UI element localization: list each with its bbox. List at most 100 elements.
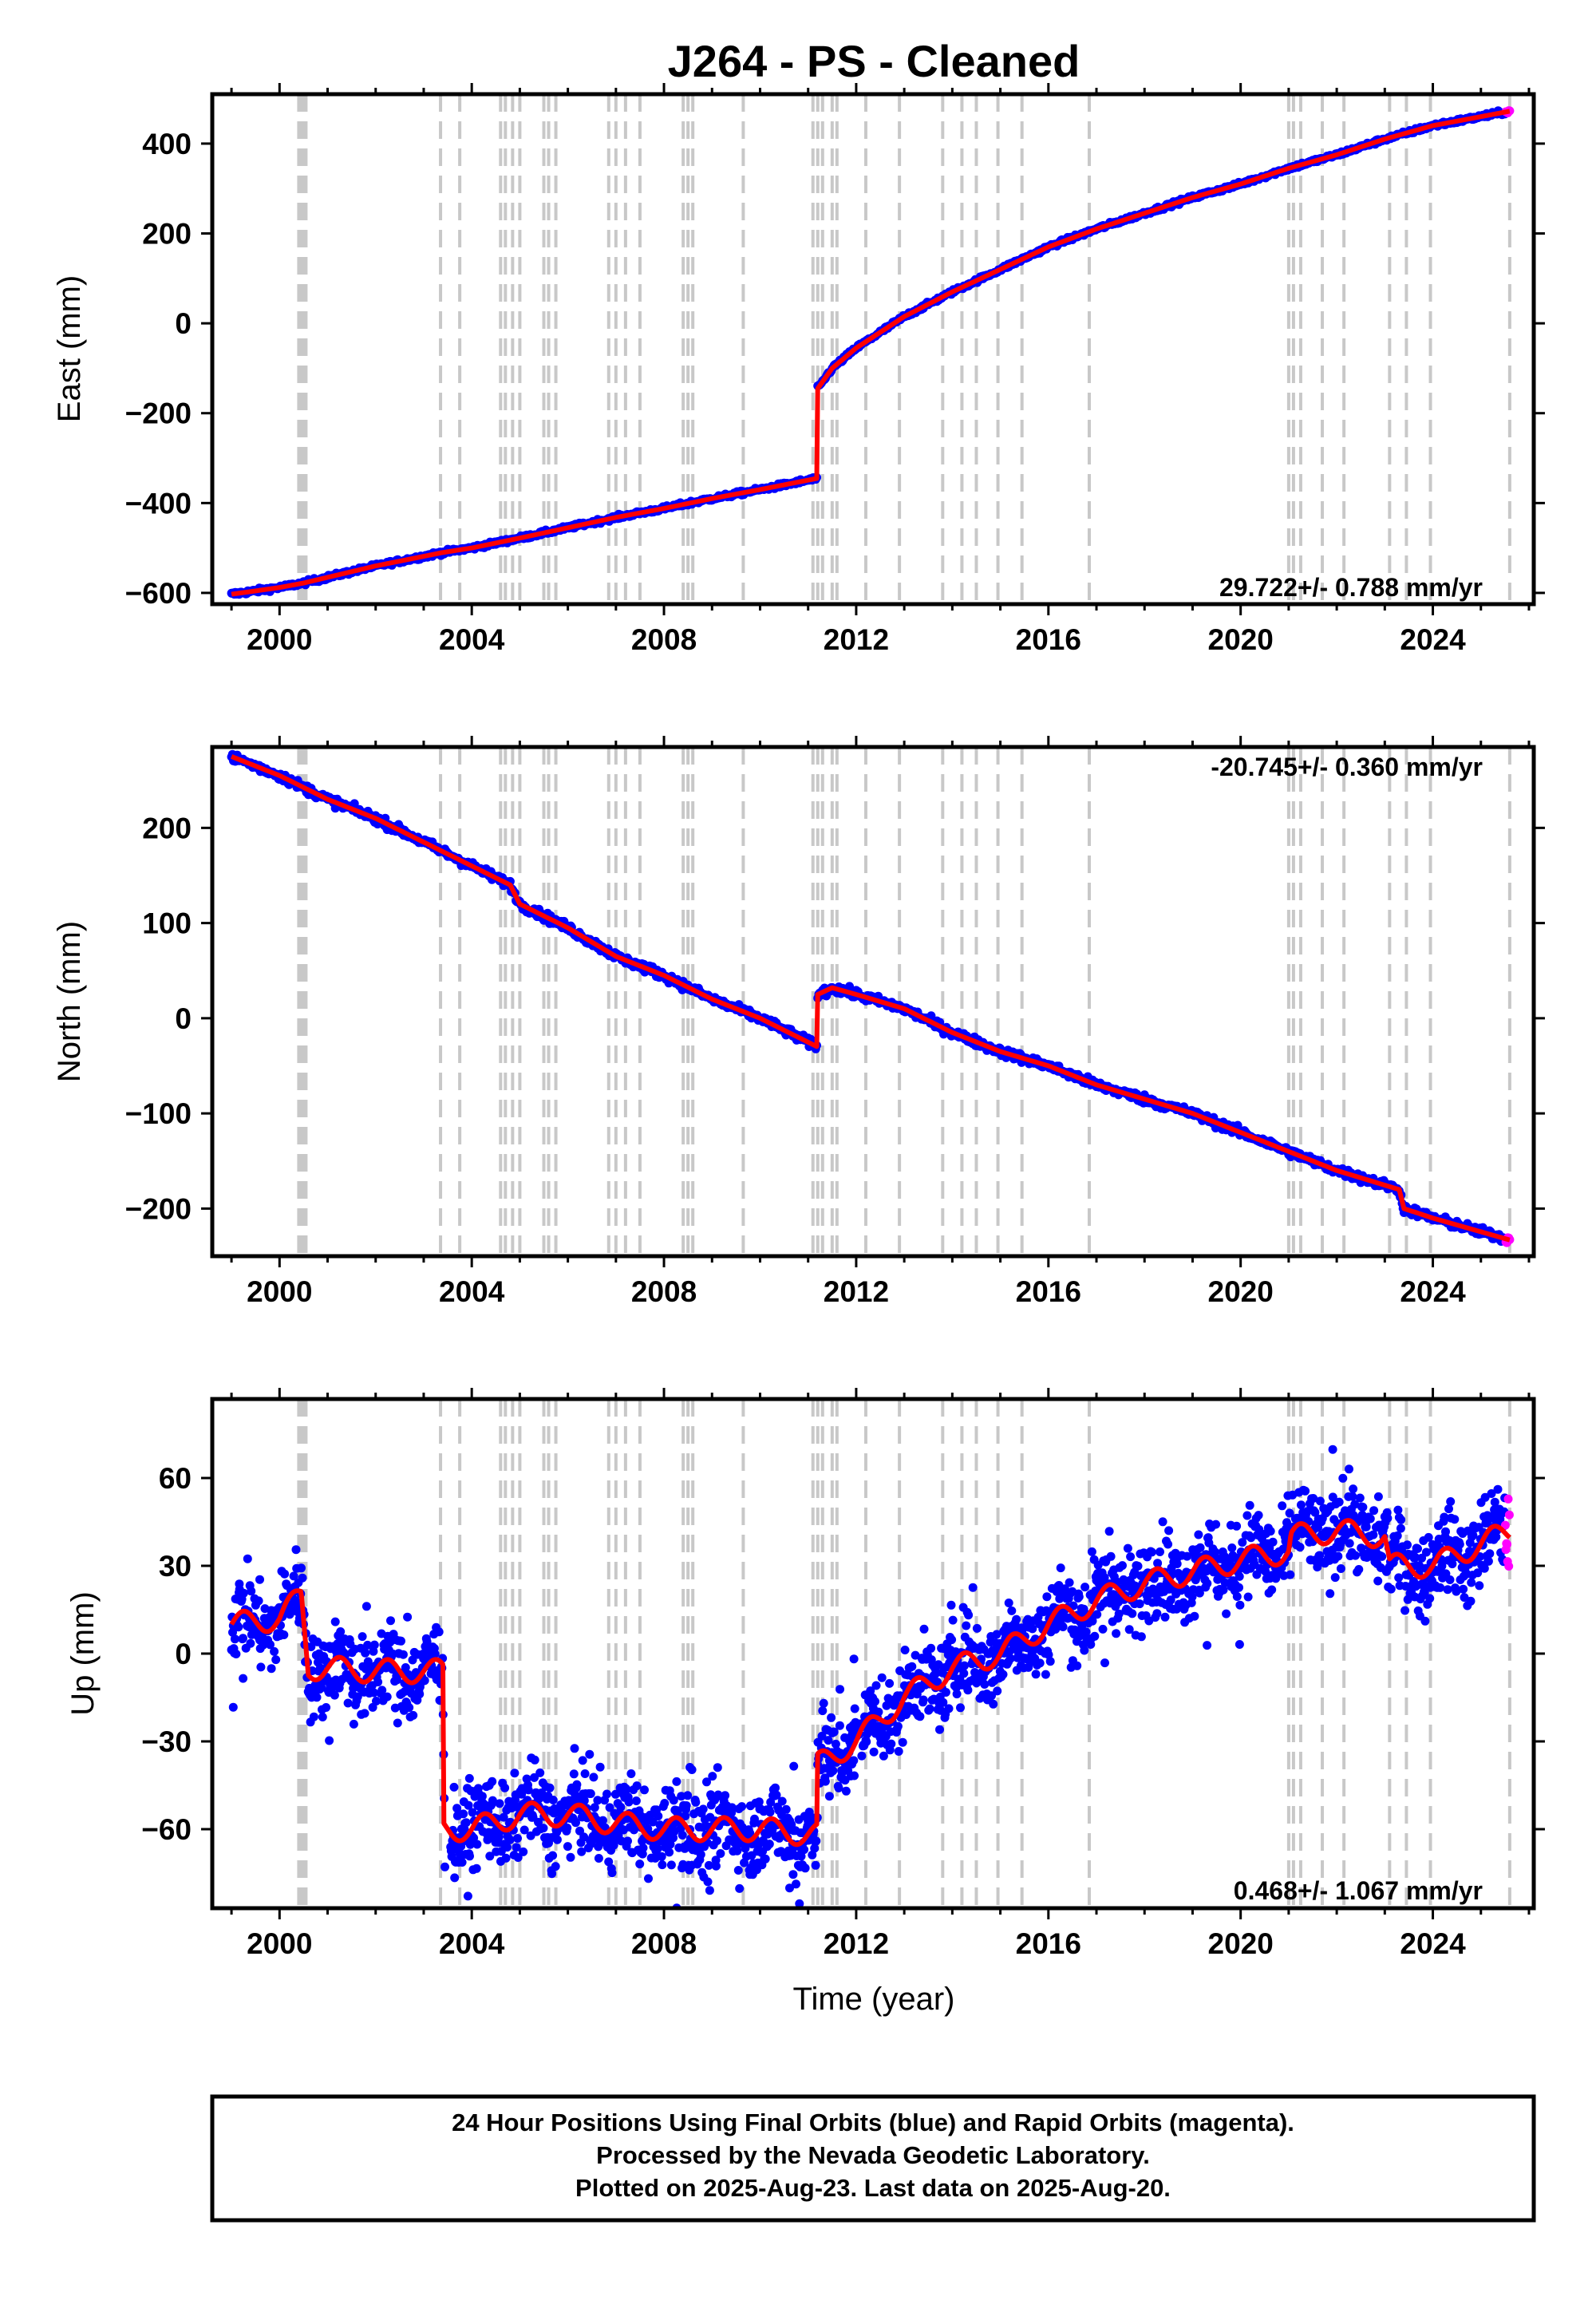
data-point (239, 1588, 248, 1598)
data-point (545, 1783, 555, 1792)
data-point (1330, 1573, 1340, 1583)
data-point (1235, 1571, 1244, 1581)
data-point (862, 1737, 871, 1746)
data-point (834, 1783, 843, 1792)
data-point (535, 1768, 545, 1777)
data-point (386, 1616, 395, 1626)
data-point (885, 1678, 895, 1688)
data-point (1348, 1492, 1357, 1501)
data-point (1245, 1500, 1254, 1510)
data-point (696, 1850, 705, 1860)
data-point (1007, 1606, 1017, 1615)
x-tick-label: 2024 (1400, 1275, 1466, 1308)
data-point (1358, 1503, 1368, 1512)
data-point (1333, 1551, 1343, 1561)
data-point (698, 1804, 708, 1814)
data-point (1090, 1631, 1100, 1641)
data-point (632, 1781, 642, 1791)
data-point (919, 1624, 929, 1634)
data-point (361, 1648, 370, 1658)
data-point (1354, 1565, 1364, 1574)
data-point (271, 1655, 281, 1665)
data-point (964, 1611, 974, 1620)
data-point (572, 1780, 582, 1789)
data-point (952, 1690, 962, 1699)
data-point (1106, 1551, 1116, 1561)
data-point (827, 1713, 836, 1722)
x-tick-label: 2008 (631, 623, 697, 656)
data-point (624, 1797, 634, 1807)
data-point (812, 1836, 821, 1846)
data-point (256, 1662, 266, 1672)
data-point (322, 1703, 331, 1712)
east-frame (210, 92, 1536, 607)
data-point (501, 1853, 511, 1863)
y-tick-label: −400 (125, 487, 192, 520)
data-point (488, 1777, 497, 1786)
x-tick-label: 2000 (247, 1275, 312, 1308)
data-point (450, 1873, 460, 1883)
data-point (594, 1854, 603, 1863)
data-point (1136, 1632, 1146, 1642)
x-tick-label: 2008 (631, 1275, 697, 1308)
data-point (703, 1877, 713, 1887)
data-point (513, 1834, 522, 1843)
data-point (552, 1835, 562, 1844)
data-point (505, 1835, 515, 1844)
data-point (360, 1709, 369, 1718)
data-point (1336, 1564, 1345, 1573)
data-point (900, 1646, 910, 1654)
data-point (631, 1796, 641, 1805)
data-point (850, 1704, 859, 1713)
data-point (230, 1634, 239, 1644)
data-point (1092, 1610, 1102, 1619)
data-point (894, 1747, 903, 1756)
data-point (1345, 1539, 1354, 1548)
data-point (397, 1636, 405, 1646)
data-point (644, 1874, 653, 1883)
chart-title: J264 - PS - Cleaned (668, 36, 1080, 86)
data-point (1194, 1530, 1203, 1539)
data-point (607, 1868, 617, 1878)
data-point (708, 1772, 717, 1781)
data-point (477, 1792, 487, 1801)
data-point (1373, 1576, 1383, 1586)
data-point (621, 1784, 630, 1793)
data-point (820, 1777, 830, 1786)
data-point (430, 1649, 440, 1658)
data-point (658, 1860, 667, 1870)
data-point (566, 1852, 575, 1862)
data-point (1158, 1517, 1167, 1527)
data-point (672, 1777, 681, 1786)
data-point (1042, 1592, 1052, 1602)
data-point (585, 1749, 595, 1759)
data-point (247, 1587, 256, 1596)
data-point (721, 1791, 730, 1800)
data-point (980, 1680, 990, 1689)
x-tick-label: 2024 (1400, 623, 1466, 656)
data-point (373, 1678, 383, 1687)
data-point (463, 1891, 472, 1901)
east-rate-label: 29.722+/- 0.788 mm/yr (1219, 573, 1483, 602)
data-point (781, 1804, 791, 1814)
data-point (472, 1840, 482, 1849)
data-point (279, 1630, 289, 1639)
data-point (280, 1569, 290, 1579)
data-point (1393, 1505, 1403, 1515)
panel-north: 2000 2004 2008 2012 2016 2020 2024−200−1000100… (52, 736, 1545, 1308)
data-point (716, 1849, 725, 1858)
east-event-lines (297, 94, 1511, 604)
data-point (653, 1844, 662, 1854)
data-point (318, 1713, 327, 1721)
data-point (548, 1796, 558, 1804)
data-point (358, 1632, 367, 1642)
data-point (972, 1623, 982, 1633)
data-point (962, 1621, 971, 1630)
data-point (691, 1797, 701, 1807)
data-point (1254, 1511, 1263, 1520)
data-point (788, 1870, 798, 1879)
data-point (841, 1786, 851, 1796)
data-point (1268, 1537, 1278, 1547)
data-point (828, 1766, 838, 1776)
data-point (989, 1699, 998, 1709)
